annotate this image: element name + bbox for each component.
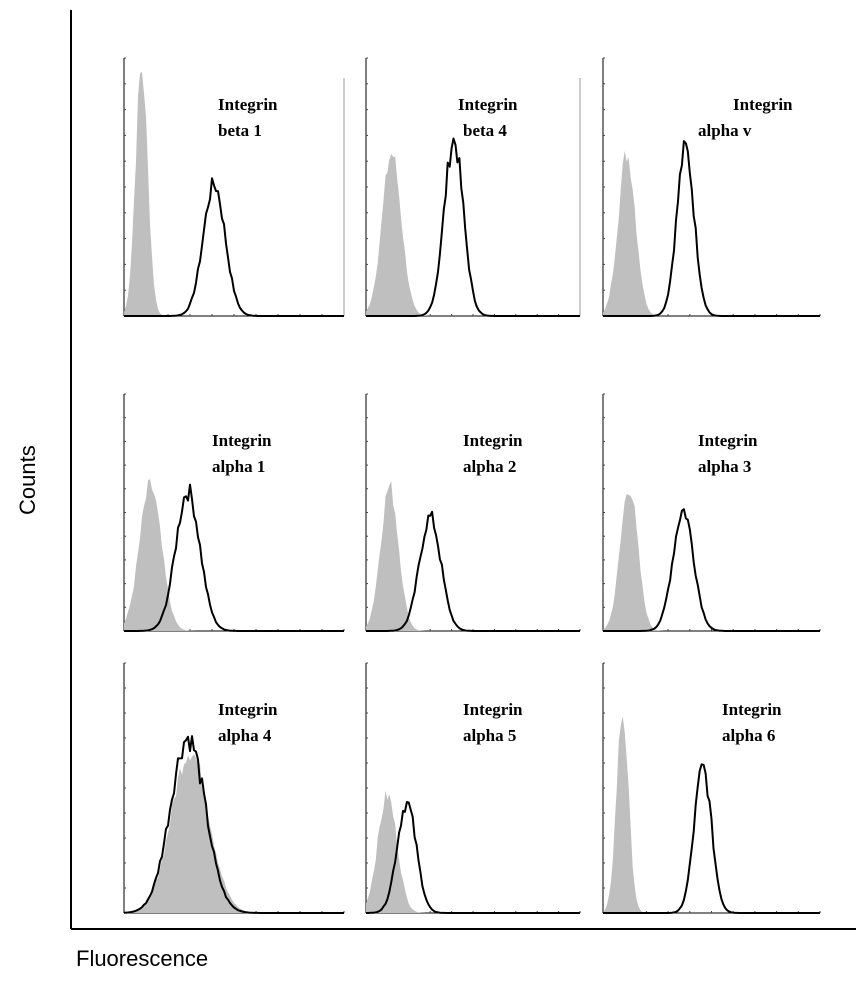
histogram-panel: Integrin alpha 2 (365, 393, 581, 632)
y-axis-label: Counts (15, 445, 40, 515)
isotype-histogram (124, 478, 344, 631)
panel-title-line1: Integrin (218, 700, 278, 719)
histogram-panel: Integrin beta 1 (123, 57, 345, 317)
panel-title-line1: Integrin (722, 700, 782, 719)
panel-title-line2: alpha 5 (463, 726, 516, 745)
panel-title-line1: Integrin (733, 95, 793, 114)
x-axis-label: Fluorescence (76, 946, 209, 971)
isotype-histogram (124, 754, 344, 913)
histogram-panel: Integrin beta 4 (365, 57, 581, 317)
stain-histogram (603, 508, 820, 632)
isotype-histogram (366, 790, 580, 913)
panel-title-line1: Integrin (698, 431, 758, 450)
stain-histogram (366, 801, 580, 914)
histogram-panel: Integrin alpha 5 (365, 662, 581, 914)
panel-title-line2: beta 4 (463, 121, 507, 140)
isotype-histogram (603, 150, 820, 316)
stain-histogram (124, 177, 344, 317)
stain-histogram (366, 510, 580, 632)
isotype-histogram (603, 716, 820, 913)
panel-title-line1: Integrin (463, 431, 523, 450)
histogram-panel: Integrin alpha v (602, 57, 821, 317)
stain-histogram (366, 137, 580, 317)
panel-title-line2: alpha 1 (212, 457, 265, 476)
stain-histogram (603, 763, 820, 914)
histogram-panel: Integrin alpha 3 (602, 393, 821, 632)
isotype-histogram (603, 494, 820, 631)
isotype-histogram (366, 481, 580, 631)
panel-title-line1: Integrin (463, 700, 523, 719)
panel-title-line2: alpha 3 (698, 457, 751, 476)
panel-title-line2: alpha 4 (218, 726, 272, 745)
histogram-panel: Integrin alpha 1 (123, 393, 345, 632)
panel-title-line1: Integrin (218, 95, 278, 114)
panel-title-line1: Integrin (458, 95, 518, 114)
panel-title-line2: alpha 2 (463, 457, 516, 476)
stain-histogram (124, 483, 344, 632)
isotype-histogram (124, 71, 344, 317)
stain-histogram (603, 140, 820, 317)
panel-title-line2: beta 1 (218, 121, 262, 140)
panel-title-line2: alpha 6 (722, 726, 775, 745)
panel-title-line2: alpha v (698, 121, 752, 140)
panel-title-line1: Integrin (212, 431, 272, 450)
stain-histogram (123, 735, 344, 914)
isotype-histogram (366, 153, 580, 316)
histogram-panel: Integrin alpha 6 (602, 662, 821, 914)
histogram-panel: Integrin alpha 4 (123, 662, 345, 914)
